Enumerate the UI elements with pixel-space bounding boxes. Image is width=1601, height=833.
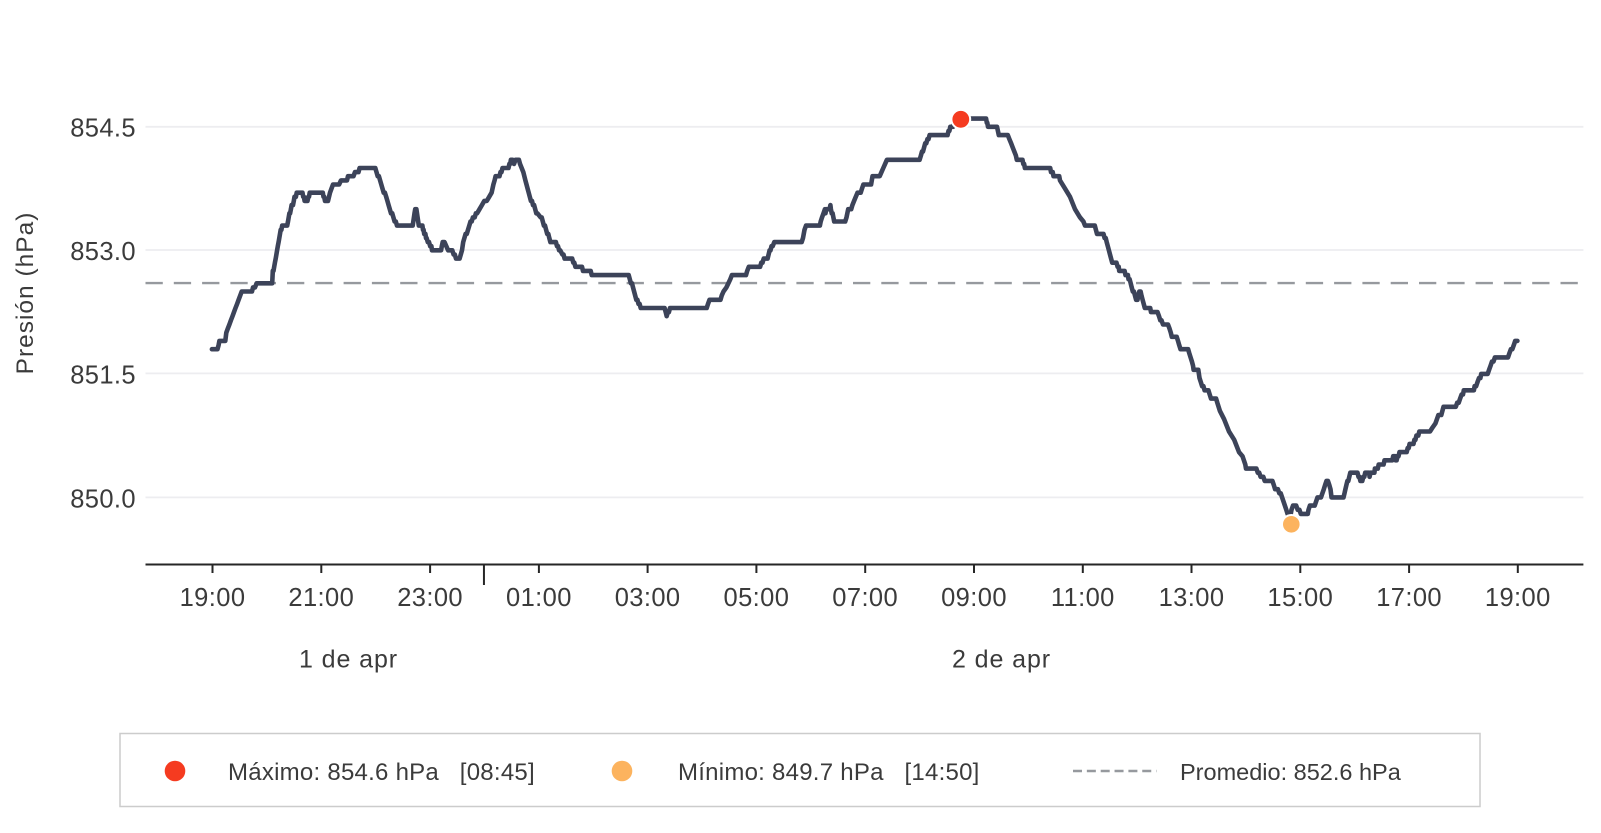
svg-text:21:00: 21:00 [288,584,354,612]
svg-text:1 de apr: 1 de apr [299,646,398,674]
svg-text:09:00: 09:00 [941,584,1007,612]
svg-text:Mínimo: 849.7 hPa [14:50]: Mínimo: 849.7 hPa [14:50] [678,759,980,786]
svg-text:Presión (hPa): Presión (hPa) [12,212,39,375]
svg-text:19:00: 19:00 [180,584,246,612]
svg-text:Máximo: 854.6 hPa [08:45]: Máximo: 854.6 hPa [08:45] [228,759,535,786]
svg-text:853.0: 853.0 [70,238,136,266]
svg-text:2 de apr: 2 de apr [952,646,1051,674]
svg-text:Promedio: 852.6 hPa: Promedio: 852.6 hPa [1180,759,1402,785]
svg-text:854.5: 854.5 [70,115,136,143]
svg-text:17:00: 17:00 [1376,584,1442,612]
svg-text:13:00: 13:00 [1159,584,1225,612]
svg-text:03:00: 03:00 [615,584,681,612]
svg-text:11:00: 11:00 [1051,584,1115,612]
svg-text:19:00: 19:00 [1485,584,1551,612]
svg-text:850.0: 850.0 [70,485,136,513]
svg-text:15:00: 15:00 [1267,584,1333,612]
svg-text:07:00: 07:00 [832,584,898,612]
svg-text:01:00: 01:00 [506,584,572,612]
svg-text:05:00: 05:00 [723,584,789,612]
svg-text:23:00: 23:00 [397,584,463,612]
svg-text:851.5: 851.5 [70,361,136,389]
